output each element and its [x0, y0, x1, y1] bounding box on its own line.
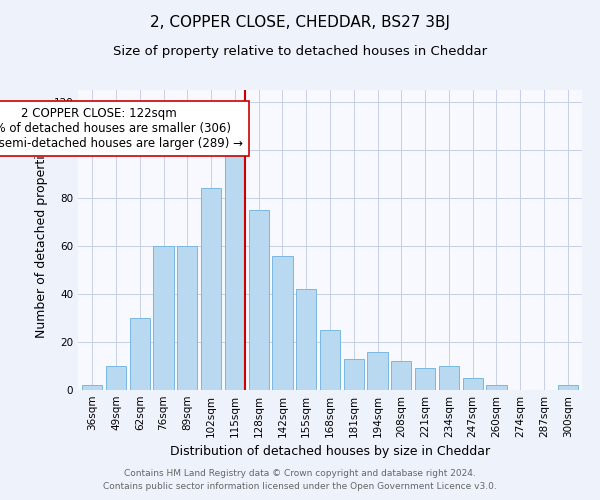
- Bar: [248, 210, 269, 390]
- Bar: [320, 330, 340, 390]
- Bar: [463, 378, 483, 390]
- Bar: [154, 246, 173, 390]
- Text: 2, COPPER CLOSE, CHEDDAR, BS27 3BJ: 2, COPPER CLOSE, CHEDDAR, BS27 3BJ: [150, 15, 450, 30]
- Bar: [391, 361, 412, 390]
- Bar: [82, 385, 103, 390]
- Bar: [106, 366, 126, 390]
- Bar: [201, 188, 221, 390]
- Text: 2 COPPER CLOSE: 122sqm
← 51% of detached houses are smaller (306)
48% of semi-de: 2 COPPER CLOSE: 122sqm ← 51% of detached…: [0, 107, 244, 150]
- Bar: [487, 385, 506, 390]
- Bar: [439, 366, 459, 390]
- Bar: [130, 318, 150, 390]
- Bar: [296, 289, 316, 390]
- Bar: [225, 152, 245, 390]
- X-axis label: Distribution of detached houses by size in Cheddar: Distribution of detached houses by size …: [170, 446, 490, 458]
- Bar: [557, 385, 578, 390]
- Text: Contains HM Land Registry data © Crown copyright and database right 2024.: Contains HM Land Registry data © Crown c…: [124, 468, 476, 477]
- Bar: [272, 256, 293, 390]
- Text: Contains public sector information licensed under the Open Government Licence v3: Contains public sector information licen…: [103, 482, 497, 491]
- Bar: [367, 352, 388, 390]
- Bar: [177, 246, 197, 390]
- Bar: [344, 359, 364, 390]
- Bar: [415, 368, 435, 390]
- Y-axis label: Number of detached properties: Number of detached properties: [35, 142, 48, 338]
- Text: Size of property relative to detached houses in Cheddar: Size of property relative to detached ho…: [113, 45, 487, 58]
